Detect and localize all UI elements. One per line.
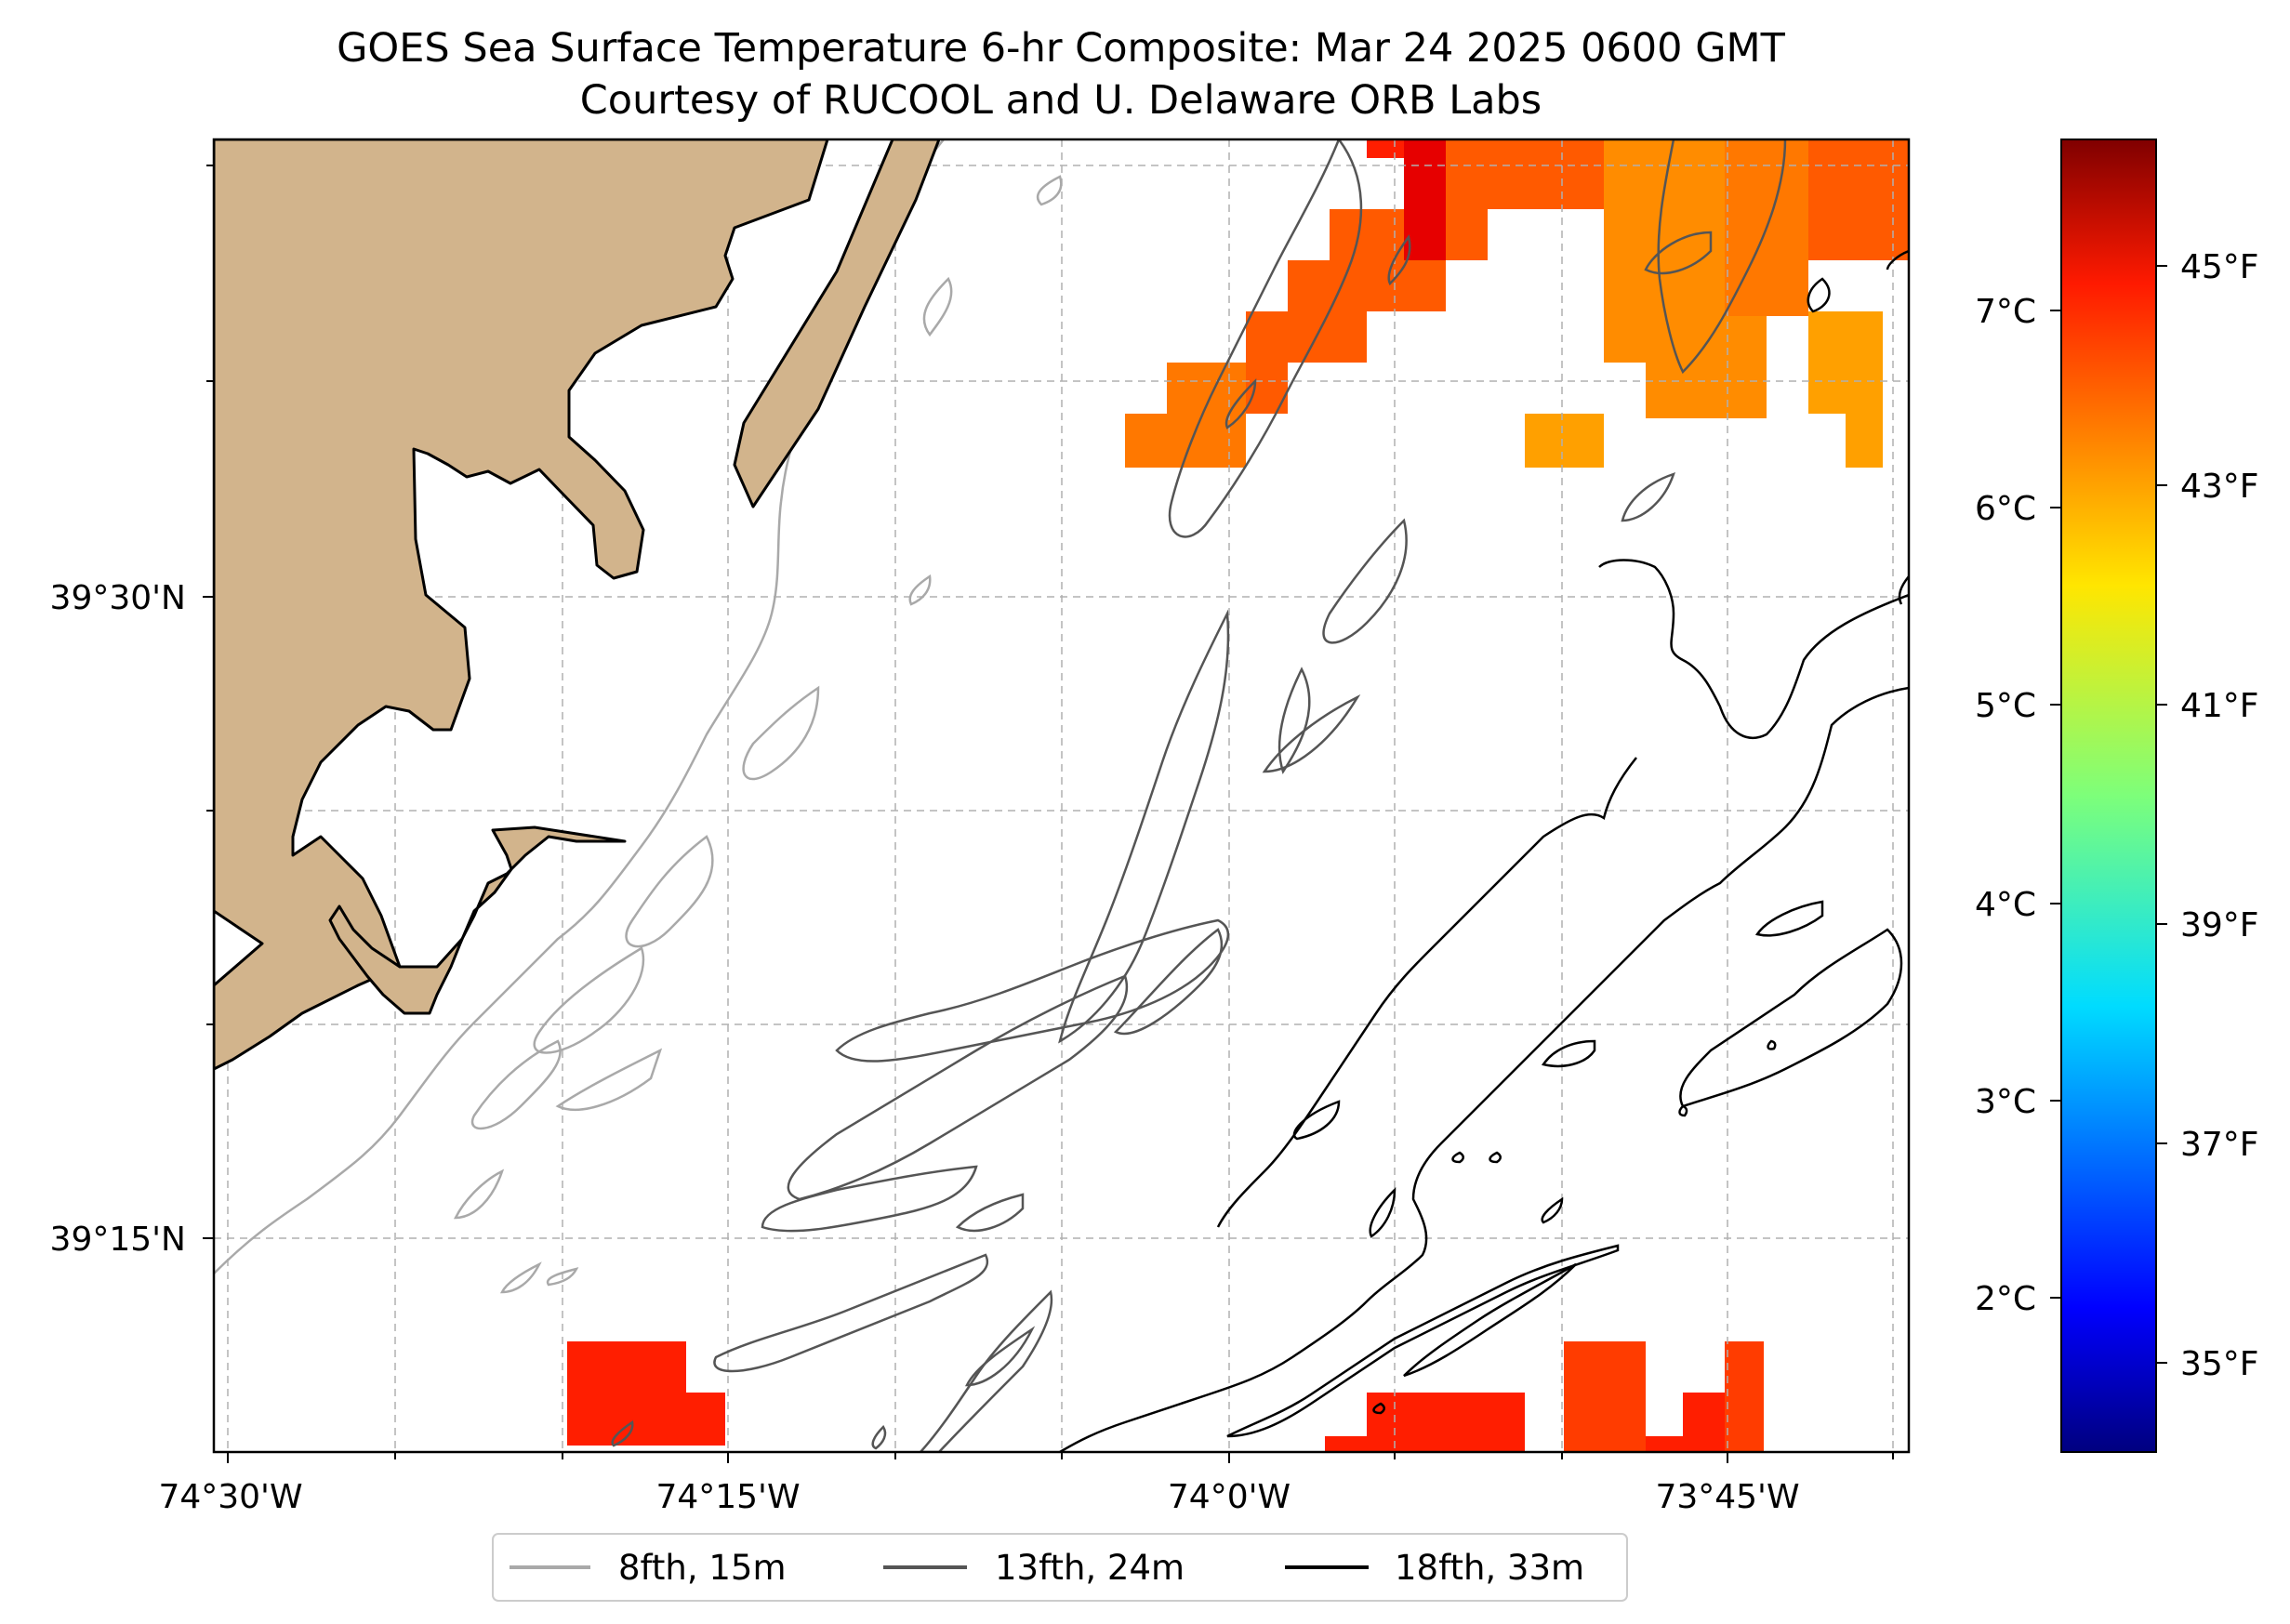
sst-pixel [1330, 311, 1367, 363]
colorbar-celsius-label: 2°C [1975, 1280, 2036, 1318]
sst-pixel [1446, 209, 1488, 260]
sst-pixel [1808, 139, 1909, 260]
axis-ticks [203, 165, 1894, 1463]
legend-label-8fth: 8fth, 15m [618, 1548, 787, 1588]
lat-tick-label: 39°15'N [50, 1221, 186, 1259]
sst-pixel [1683, 1393, 1725, 1452]
colorbar-celsius-label: 6°C [1975, 490, 2036, 528]
gridlines [214, 139, 1909, 1452]
land-cape [328, 825, 627, 1015]
lon-tick-label: 74°15'W [655, 1478, 800, 1516]
map-area [214, 139, 1909, 1452]
chart-subtitle: Courtesy of RUCOOL and U. Delaware ORB L… [580, 77, 1542, 124]
sst-pixel [1404, 260, 1446, 311]
sst-pixel [567, 1341, 686, 1446]
colorbar-fahrenheit-label: 43°F [2180, 468, 2259, 506]
colorbar-celsius-label: 4°C [1975, 886, 2036, 924]
legend: 8fth, 15m 13fth, 24m 18fth, 33m [492, 1533, 1628, 1602]
sst-pixel [1646, 363, 1725, 418]
land [214, 139, 941, 1071]
colorbar-celsius-label: 5°C [1975, 687, 2036, 725]
sst-pixel [1330, 209, 1404, 311]
sst-pixel [1525, 414, 1604, 468]
sst-pixels-south [567, 1341, 1764, 1452]
legend-label-18fth: 18fth, 33m [1395, 1548, 1584, 1588]
sst-pixel [1808, 311, 1883, 414]
colorbar-gradient [2060, 139, 2157, 1453]
colorbar-celsius-label: 3°C [1975, 1083, 2036, 1121]
sst-pixel [1325, 1436, 1367, 1452]
legend-box [492, 1533, 1628, 1602]
legend-label-13fth: 13fth, 24m [995, 1548, 1185, 1588]
sst-pixel [1446, 139, 1604, 209]
colorbar-fahrenheit-label: 45°F [2180, 248, 2259, 286]
sst-pixel [686, 1393, 725, 1446]
colorbar-fahrenheit-label: 37°F [2180, 1126, 2259, 1164]
sst-pixel [1725, 316, 1767, 418]
sst-pixel [1367, 1393, 1525, 1452]
lon-tick-label: 74°0'W [1168, 1478, 1291, 1516]
land-mainland [214, 139, 829, 1071]
land-barrier-island [733, 139, 941, 508]
sst-pixel [1367, 139, 1404, 158]
lon-tick-label: 74°30'W [158, 1478, 302, 1516]
isobath-13fth [611, 139, 1787, 1452]
isobath-18fth [1059, 249, 1909, 1452]
colorbar-fahrenheit-label: 41°F [2180, 687, 2259, 725]
colorbar-fahrenheit-label: 35°F [2180, 1345, 2259, 1383]
sst-pixel [1646, 1436, 1683, 1452]
lon-tick-label: 73°45'W [1655, 1478, 1799, 1516]
colorbar-fahrenheit-ticks [2156, 265, 2167, 1364]
sst-pixel [1846, 414, 1883, 468]
colorbar-celsius-label: 7°C [1975, 293, 2036, 331]
colorbar-fahrenheit-label: 39°F [2180, 906, 2259, 944]
sst-pixel [1404, 139, 1446, 260]
land-bay-edge [214, 909, 264, 987]
sst-pixel [1288, 260, 1330, 363]
colorbar-celsius-ticks [2050, 310, 2061, 1299]
sst-pixel [1564, 1341, 1646, 1452]
chart-title: GOES Sea Surface Temperature 6-hr Compos… [337, 25, 1786, 72]
sst-pixel [1725, 1341, 1764, 1452]
colorbar: 2°C 3°C 4°C 5°C 6°C 7°C 35°F 37°F 39°F 4… [1975, 139, 2259, 1453]
lat-tick-label: 39°30'N [50, 579, 186, 617]
